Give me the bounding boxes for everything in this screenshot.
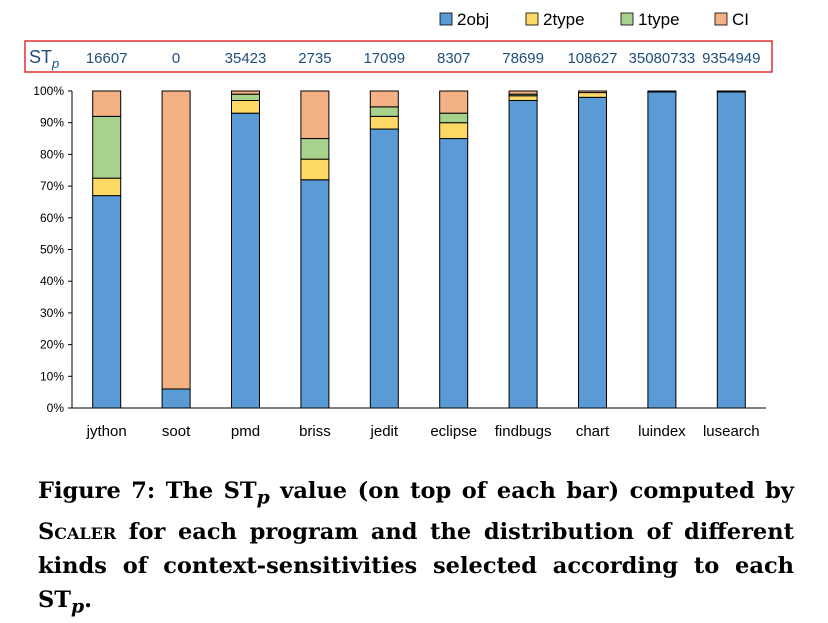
legend-swatch-2type	[525, 12, 539, 26]
x-axis: jython soot pmd briss jedit eclipse findbugs ch…	[72, 407, 766, 440]
bar-segment-2type-jedit	[369, 115, 399, 130]
y-tick-label: 0%	[47, 401, 65, 415]
bar-segment-2obj-jedit	[369, 128, 399, 409]
bar-segment-2obj-eclipse	[439, 138, 469, 409]
x-tick-label: jedit	[370, 423, 399, 440]
y-tick-label: 20%	[40, 338, 64, 352]
y-axis: 0% 10% 20% 30% 40% 50% 60% 70% 80% 90% 100%	[33, 84, 73, 415]
bar-segment-2obj-soot	[161, 388, 191, 409]
x-tick-label: eclipse	[430, 423, 477, 440]
bar-segment-2obj-findbugs	[508, 100, 538, 409]
bar-segment-2obj-jython	[92, 195, 122, 409]
chart-legend: 2obj 2type 1type CI	[439, 10, 749, 29]
bar-segment-1type-jython	[92, 115, 122, 179]
stp-value: 8307	[437, 50, 470, 67]
legend-swatch-1type	[620, 12, 634, 26]
stp-value: 9354949	[702, 50, 760, 67]
bar-segment-1type-jedit	[369, 106, 399, 117]
x-tick-label: findbugs	[495, 423, 552, 440]
stacked-bar-chart: 2obj 2type 1type CI STp 16607 0 35423 2735 1709…	[24, 10, 773, 440]
bar-segment-ci-chart	[578, 90, 607, 94]
bar-segment-1type-eclipse	[439, 112, 469, 124]
y-tick-label: 100%	[33, 84, 64, 98]
caption-part2: value (on top of each bar) computed by	[269, 478, 794, 504]
y-tick-label: 70%	[40, 179, 64, 193]
bar-segment-ci-jedit	[369, 90, 399, 108]
bar-segment-ci-findbugs	[508, 90, 538, 95]
legend-label-ci: CI	[732, 10, 749, 29]
bar-segment-2type-briss	[300, 158, 330, 181]
y-tick-label: 30%	[40, 306, 64, 320]
bar-segment-ci-briss	[300, 90, 330, 140]
legend-swatch-ci	[714, 12, 728, 26]
bar-segment-2obj-chart	[578, 96, 607, 409]
x-tick-label: lusearch	[703, 423, 760, 440]
caption-scaler: Scaler	[38, 518, 117, 545]
legend-label-2type: 2type	[543, 10, 585, 29]
bar-segment-1type-briss	[300, 138, 330, 160]
y-tick-label: 50%	[40, 243, 64, 257]
stp-value: 35423	[225, 50, 267, 67]
stp-value: 16607	[86, 50, 128, 67]
x-tick-label: jython	[86, 423, 127, 440]
caption-part4: .	[84, 586, 92, 613]
stp-label-sub: p	[51, 56, 59, 71]
caption-part3: for each program and the distribution of…	[38, 518, 794, 613]
y-tick-label: 60%	[40, 211, 64, 225]
stp-value: 17099	[363, 50, 405, 67]
stp-label: STp	[29, 47, 59, 71]
legend-swatch-2obj	[439, 12, 453, 26]
stp-value: 2735	[298, 50, 331, 67]
bar-segment-ci-lusearch	[716, 90, 746, 93]
legend-label-1type: 1type	[638, 10, 680, 29]
stp-value: 78699	[502, 50, 544, 67]
stp-label-main: ST	[29, 47, 52, 67]
bar-segment-1type-pmd	[231, 93, 260, 102]
caption-part1: Figure 7: The ST	[38, 478, 257, 504]
y-tick-label: 10%	[40, 369, 64, 383]
bar-segment-2obj-briss	[300, 179, 330, 409]
stp-row: STp 16607 0 35423 2735 17099 8307 78699 108627 3…	[24, 40, 773, 73]
bar-segment-2obj-lusearch	[716, 91, 746, 409]
bar-segment-ci-jython	[92, 90, 122, 117]
bars	[92, 90, 746, 409]
x-tick-label: pmd	[231, 423, 260, 440]
bar-segment-ci-luindex	[647, 90, 677, 93]
bar-segment-2obj-luindex	[647, 91, 677, 409]
stp-value: 0	[172, 50, 180, 67]
x-tick-label: chart	[576, 423, 610, 440]
y-tick-label: 80%	[40, 147, 64, 161]
x-tick-label: briss	[299, 423, 331, 440]
y-tick-label: 90%	[40, 116, 64, 130]
caption-sub2: p	[71, 595, 85, 617]
bar-segment-2type-pmd	[231, 100, 260, 114]
x-tick-label: luindex	[638, 423, 686, 440]
caption-sub1: p	[256, 486, 270, 509]
y-tick-label: 40%	[40, 274, 64, 288]
bar-segment-ci-eclipse	[439, 90, 469, 114]
bar-segment-ci-pmd	[231, 90, 260, 95]
stp-value: 35080733	[629, 50, 696, 67]
bar-segment-2type-jython	[92, 177, 122, 197]
x-tick-label: soot	[162, 423, 191, 440]
bar-segment-ci-soot	[161, 90, 191, 390]
bar-segment-2type-findbugs	[508, 95, 538, 102]
stp-value: 108627	[567, 50, 617, 67]
stp-row-border	[24, 40, 773, 73]
legend-label-2obj: 2obj	[457, 10, 489, 29]
bar-segment-2obj-pmd	[231, 112, 260, 409]
bar-segment-2type-chart	[578, 92, 607, 98]
bar-segment-2type-eclipse	[439, 122, 469, 140]
figure-caption: Figure 7: The STp value (on top of each …	[38, 474, 794, 623]
